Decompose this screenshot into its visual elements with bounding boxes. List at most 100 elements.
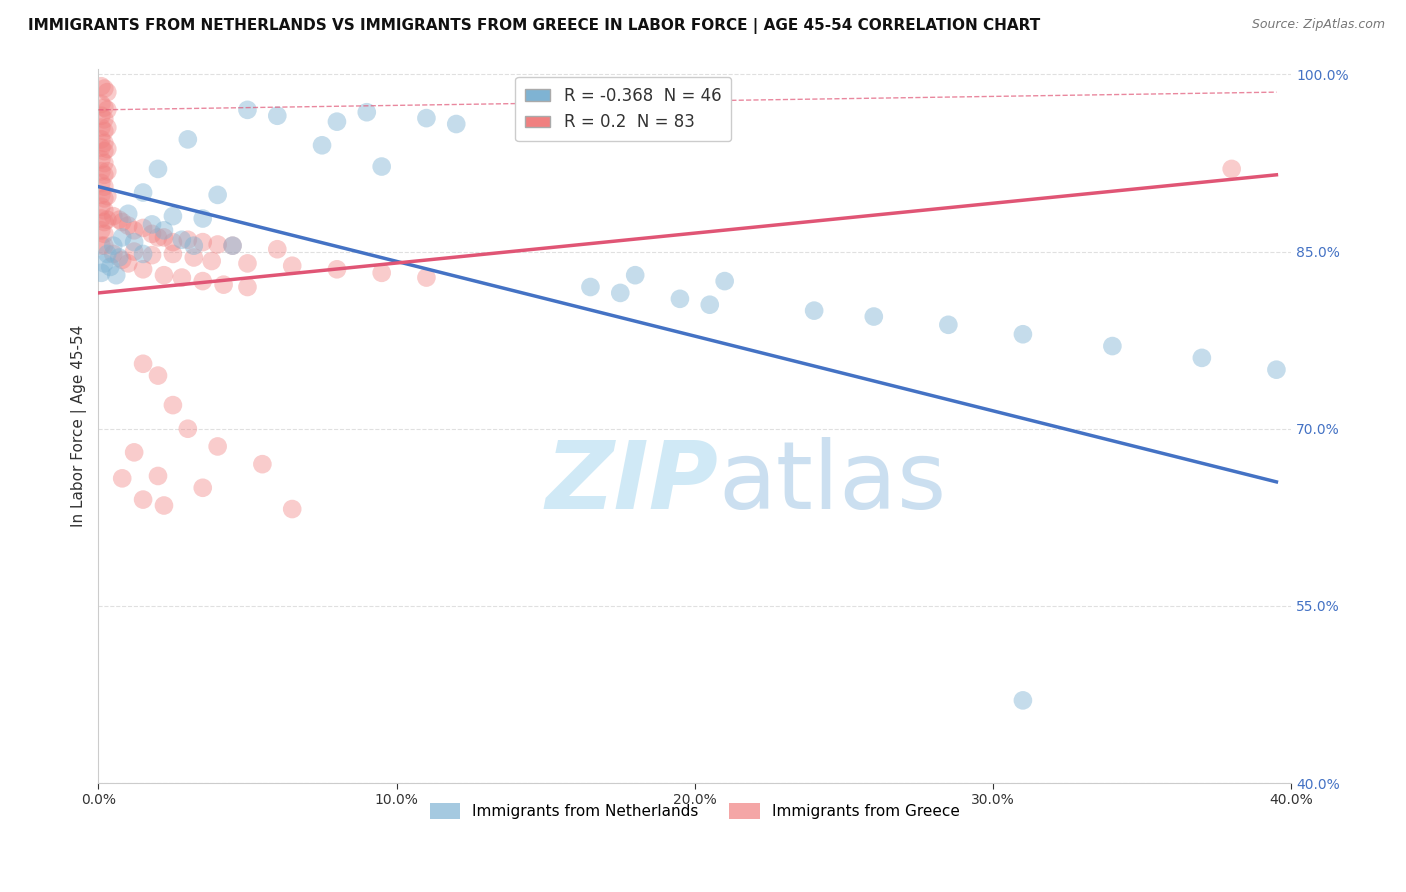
Point [153, 223, 176, 237]
Point [90, 187, 112, 202]
Point [177, 233, 200, 247]
Point [98, 260, 121, 274]
Point [153, 268, 176, 283]
Point [96, 142, 118, 156]
Point [122, 223, 145, 237]
Point [122, 235, 145, 249]
Point [90, 266, 112, 280]
Point [221, 238, 243, 252]
Point [103, 247, 125, 261]
Point [415, 111, 437, 125]
Point [117, 256, 139, 270]
Text: IMMIGRANTS FROM NETHERLANDS VS IMMIGRANTS FROM GREECE IN LABOR FORCE | AGE 45-54: IMMIGRANTS FROM NETHERLANDS VS IMMIGRANT… [28, 18, 1040, 34]
Point [221, 238, 243, 252]
Point [162, 235, 184, 249]
Point [93, 168, 115, 182]
Point [141, 227, 163, 241]
Point [699, 298, 721, 312]
Point [132, 186, 155, 200]
Point [191, 481, 214, 495]
Point [111, 252, 134, 267]
Text: ZIP: ZIP [546, 437, 718, 529]
Point [191, 211, 214, 226]
Point [311, 138, 333, 153]
Point [212, 277, 235, 292]
Legend: Immigrants from Netherlands, Immigrants from Greece: Immigrants from Netherlands, Immigrants … [423, 797, 966, 825]
Point [183, 251, 205, 265]
Point [90, 132, 112, 146]
Point [579, 280, 602, 294]
Point [326, 114, 349, 128]
Point [132, 357, 155, 371]
Point [90, 211, 112, 226]
Point [356, 105, 378, 120]
Point [93, 112, 115, 127]
Point [93, 238, 115, 252]
Point [370, 266, 392, 280]
Text: atlas: atlas [718, 437, 948, 529]
Point [96, 247, 118, 261]
Point [415, 270, 437, 285]
Point [370, 160, 392, 174]
Point [122, 445, 145, 459]
Point [550, 114, 572, 128]
Point [938, 318, 960, 332]
Point [111, 471, 134, 485]
Point [96, 189, 118, 203]
Point [90, 238, 112, 252]
Point [1265, 362, 1288, 376]
Point [207, 187, 229, 202]
Point [132, 492, 155, 507]
Point [93, 203, 115, 218]
Point [93, 81, 115, 95]
Point [96, 120, 118, 135]
Point [105, 268, 128, 283]
Point [153, 499, 176, 513]
Point [90, 200, 112, 214]
Point [132, 221, 155, 235]
Point [281, 259, 304, 273]
Point [177, 132, 200, 146]
Point [236, 280, 259, 294]
Point [90, 176, 112, 190]
Point [183, 238, 205, 252]
Point [90, 223, 112, 237]
Point [207, 237, 229, 252]
Point [146, 469, 169, 483]
Point [103, 209, 125, 223]
Point [93, 136, 115, 150]
Point [520, 112, 543, 127]
Point [122, 244, 145, 259]
Point [162, 398, 184, 412]
Point [266, 242, 288, 256]
Point [162, 247, 184, 261]
Point [153, 230, 176, 244]
Point [201, 254, 224, 268]
Point [1101, 339, 1123, 353]
Point [90, 141, 112, 155]
Point [177, 422, 200, 436]
Point [609, 285, 631, 300]
Point [93, 101, 115, 115]
Point [108, 212, 131, 227]
Point [93, 256, 115, 270]
Point [93, 156, 115, 170]
Point [713, 274, 735, 288]
Point [669, 292, 692, 306]
Point [326, 262, 349, 277]
Point [93, 227, 115, 241]
Point [93, 215, 115, 229]
Point [1191, 351, 1213, 365]
Point [141, 248, 163, 262]
Point [111, 230, 134, 244]
Point [1012, 327, 1035, 342]
Point [108, 251, 131, 265]
Point [162, 209, 184, 223]
Point [207, 440, 229, 454]
Y-axis label: In Labor Force | Age 45-54: In Labor Force | Age 45-54 [72, 325, 87, 527]
Point [252, 457, 274, 471]
Point [90, 153, 112, 167]
Point [444, 117, 467, 131]
Point [96, 212, 118, 227]
Point [93, 191, 115, 205]
